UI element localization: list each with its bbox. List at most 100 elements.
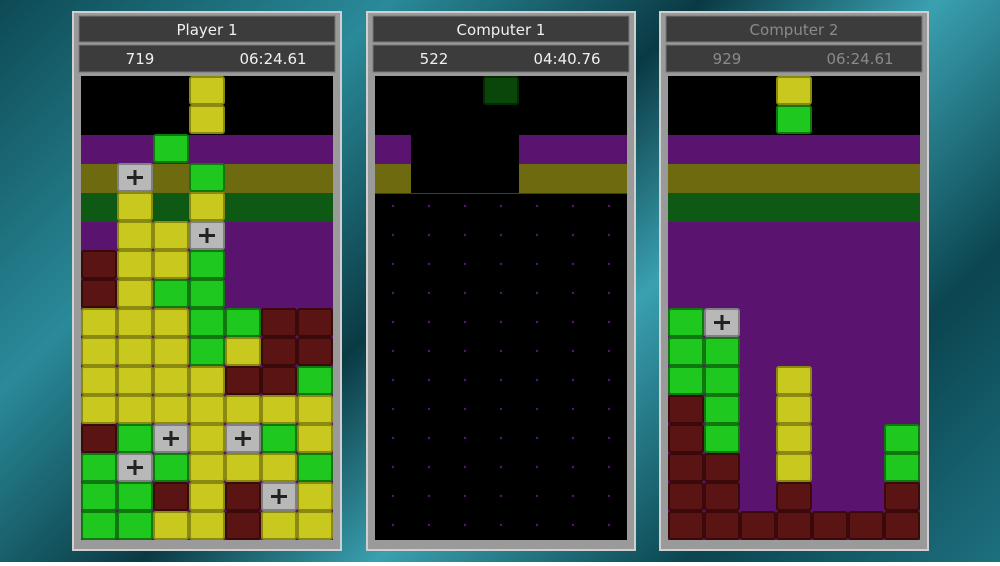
grid-dot [427,291,431,295]
block [153,279,189,308]
grid-dot [427,494,431,498]
block [483,76,519,105]
block [189,511,225,540]
grid-dot [571,291,575,295]
block [117,395,153,424]
block [153,250,189,279]
plus-icon [127,460,143,475]
grid-dot [427,523,431,527]
grid-dot [535,233,539,237]
block [776,453,812,482]
block [884,482,920,511]
block [261,308,297,337]
grid-dot [535,465,539,469]
block [189,192,225,221]
timer: 06:24.61 [826,50,893,68]
block [225,453,261,482]
block [189,76,225,105]
block [225,482,261,511]
grid-dot [535,407,539,411]
block [884,424,920,453]
grid-dot [607,233,611,237]
grid-dot [427,204,431,208]
band-yellow [668,164,920,193]
band-purple [81,135,333,164]
block [81,395,117,424]
block [189,308,225,337]
block [848,511,884,540]
grid-dot [463,320,467,324]
block [668,337,704,366]
grid-dot [499,233,503,237]
block [884,511,920,540]
block [704,395,740,424]
grid-dot [463,436,467,440]
grid-dot [499,407,503,411]
grid-dot [535,291,539,295]
grid-dot [391,465,395,469]
block [668,395,704,424]
grid-dot [391,436,395,440]
block [812,511,848,540]
grid-dot [391,494,395,498]
grid-dot [535,204,539,208]
block [153,134,189,163]
timer: 06:24.61 [239,50,306,68]
grid-dot [535,523,539,527]
block [189,366,225,395]
grid-dot [607,320,611,324]
block [189,105,225,134]
block [117,511,153,540]
block [776,395,812,424]
shadow [411,135,519,193]
block [117,482,153,511]
grid-dot [571,233,575,237]
grid-dot [427,262,431,266]
grid-dot [463,262,467,266]
block [81,366,117,395]
block [776,482,812,511]
block [261,453,297,482]
grid-dot [571,320,575,324]
score: 719 [126,50,155,68]
block [117,337,153,366]
block [189,453,225,482]
block [668,366,704,395]
grid-dot [427,378,431,382]
block [704,482,740,511]
grid-dot [607,465,611,469]
block [81,511,117,540]
grid-dot [463,378,467,382]
grid-dot [607,204,611,208]
grid-dot [607,494,611,498]
block [776,511,812,540]
grid-dot [571,494,575,498]
grid-dot [571,465,575,469]
title-bar [665,15,923,43]
score: 929 [713,50,742,68]
grid-dot [427,349,431,353]
block [704,337,740,366]
grid-dot [571,204,575,208]
grid-dot [391,320,395,324]
block [153,395,189,424]
block [81,482,117,511]
block [189,279,225,308]
block [884,453,920,482]
title-bar [372,15,630,43]
grid-dot [499,523,503,527]
block [740,511,776,540]
grid-dot [499,436,503,440]
block [776,424,812,453]
plus-icon [127,170,143,185]
block [776,76,812,105]
block [668,424,704,453]
grid-dot [427,320,431,324]
grid-dot [391,407,395,411]
block [189,424,225,453]
block [117,250,153,279]
grid-dot [571,378,575,382]
grid-dot [463,523,467,527]
grid-dot [427,465,431,469]
